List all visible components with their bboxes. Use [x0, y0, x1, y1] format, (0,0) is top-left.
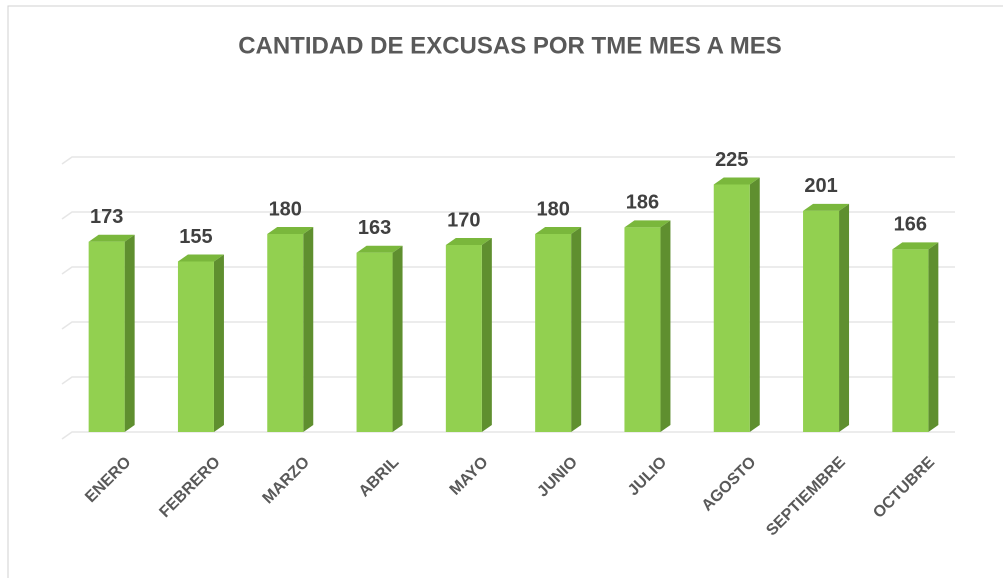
bar-top — [88, 234, 135, 242]
bar-side — [124, 234, 135, 432]
bar — [177, 254, 224, 432]
bar — [892, 242, 939, 432]
bar-front — [713, 184, 750, 432]
data-label: 173 — [90, 206, 123, 228]
bar-front — [535, 234, 572, 432]
bar-side — [303, 227, 314, 432]
bar-side — [928, 242, 939, 432]
bar-top — [267, 227, 314, 234]
grid-line — [61, 156, 955, 165]
bar-front — [803, 210, 840, 432]
bar — [535, 227, 582, 432]
grid-line — [61, 431, 955, 440]
bar-side — [749, 177, 760, 432]
bar-front — [267, 234, 304, 432]
bar-front — [624, 227, 661, 432]
bar-side — [213, 254, 224, 432]
bar-side — [571, 227, 582, 432]
bar-top — [713, 177, 760, 185]
bar-front — [356, 252, 393, 432]
bar — [88, 234, 135, 432]
data-label: 186 — [626, 192, 659, 214]
bar — [267, 227, 314, 432]
bar-front — [892, 249, 929, 432]
bar-front — [445, 245, 482, 432]
chart-title: CANTIDAD DE EXCUSAS POR TME MES A MES — [238, 32, 782, 59]
bar-side — [392, 245, 403, 432]
bar-top — [624, 220, 671, 228]
data-label: 163 — [358, 217, 391, 239]
data-label: 155 — [179, 226, 212, 248]
bar — [803, 203, 850, 432]
bar-front — [177, 261, 214, 432]
bar-top — [356, 245, 403, 253]
bar — [624, 220, 671, 432]
bar — [356, 245, 403, 432]
data-label: 170 — [447, 209, 480, 231]
bar-top — [535, 227, 582, 234]
bar-top — [445, 238, 492, 245]
bar-top — [177, 254, 224, 262]
data-label: 166 — [894, 214, 927, 236]
bar-top — [803, 203, 850, 211]
data-label: 180 — [269, 198, 302, 220]
data-label: 201 — [804, 175, 837, 197]
bar-top — [892, 242, 939, 250]
bar — [445, 238, 492, 432]
data-label: 180 — [536, 198, 569, 220]
bar-side — [660, 220, 671, 432]
bar — [713, 177, 760, 432]
bar-side — [481, 238, 492, 432]
bar-side — [839, 203, 850, 432]
data-label: 225 — [715, 149, 748, 171]
bar-front — [88, 241, 125, 432]
chart-frame — [7, 5, 1003, 578]
grid-line — [61, 211, 955, 220]
